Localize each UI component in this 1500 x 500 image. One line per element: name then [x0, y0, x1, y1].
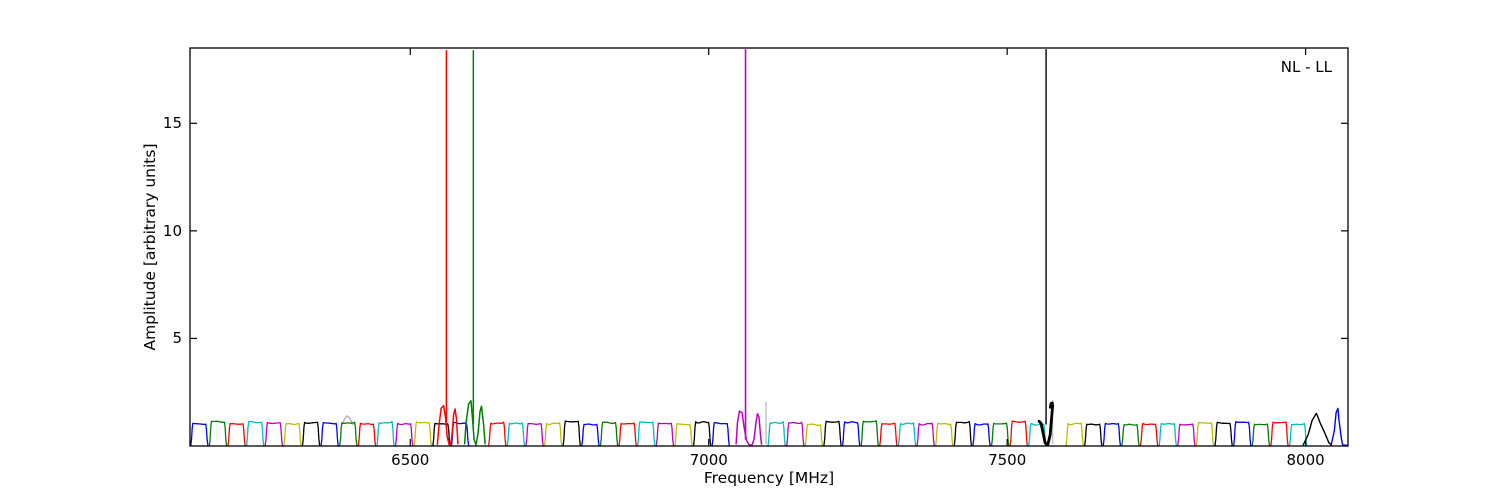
y-tick-label: 5 [172, 329, 182, 348]
spike-base-ringing [735, 410, 763, 446]
bandpass-curve [320, 422, 339, 446]
bandpass-curve [841, 421, 861, 446]
bandpass-curve [692, 421, 712, 446]
bandpass-curve [935, 422, 954, 446]
bandpass-curve [1233, 421, 1252, 446]
bandpass-curve [413, 421, 433, 446]
bandpass-curve [1158, 422, 1177, 446]
bandpass-curve [1009, 420, 1028, 446]
bandpass-curve [767, 421, 786, 446]
bandpass-curve [1121, 423, 1140, 446]
bandpass-curve [301, 421, 321, 446]
bandpass-curve [581, 423, 600, 446]
bandpass-curve [618, 422, 637, 446]
bandpass-curve [804, 423, 824, 446]
edge-peak-curve [1302, 412, 1332, 446]
bandpass-curve [1251, 423, 1271, 446]
x-tick-label: 7000 [689, 451, 728, 469]
bandpass-curve [264, 421, 284, 446]
bandpass-curve [786, 421, 805, 446]
bandpass-curve [823, 420, 842, 446]
bandpass-curve [525, 422, 544, 446]
spike-base-ringing [463, 400, 486, 446]
spike-base-ringing [1037, 401, 1054, 446]
bandpass-curve [283, 422, 302, 446]
bandpass-curve [1139, 422, 1159, 446]
bandpass-curve [1177, 423, 1196, 446]
x-axis-label: Frequency [MHz] [703, 469, 835, 487]
x-tick-label: 6500 [391, 451, 430, 469]
bandpass-curve [711, 421, 730, 446]
bandpass-curve [1288, 423, 1308, 446]
bandpass-curve [227, 422, 246, 446]
bandpass-curve [394, 422, 414, 446]
bandpass-curve [972, 422, 991, 446]
x-tick-label: 7500 [988, 451, 1027, 469]
bandpass-curve [1195, 421, 1215, 446]
bandpass-curve [1028, 422, 1047, 446]
bandpass-curve [1084, 423, 1103, 446]
bandpass-curve [339, 421, 358, 446]
bandpass-curve [245, 420, 265, 446]
y-axis-label: Amplitude [arbitrary units] [141, 143, 159, 351]
bandpass-curve [488, 421, 507, 446]
y-tick-label: 10 [162, 221, 182, 240]
bandpass-curve [637, 421, 656, 446]
bandpass-curve [1214, 421, 1233, 446]
bandpass-curve [860, 420, 879, 446]
data-region [190, 49, 1348, 446]
bandpass-curve [562, 420, 581, 446]
legend-annotation: NL - LL [1280, 58, 1332, 76]
bandpass-curve [1270, 421, 1289, 446]
edge-peak-curve [1330, 407, 1348, 446]
y-tick-label: 15 [162, 114, 182, 133]
x-tick-label: 8000 [1286, 451, 1325, 469]
bandpass-curve [543, 422, 563, 446]
gray-bump-curve [341, 415, 354, 426]
bandpass-curve [953, 420, 973, 446]
axes-frame [189, 47, 1349, 447]
bandpass-curve [190, 422, 209, 446]
bandpass-curve [879, 422, 898, 446]
bandpass-curve [1102, 422, 1122, 446]
bandpass-curve [674, 423, 693, 446]
bandpass-curve [655, 422, 675, 446]
bandpass-curve [357, 422, 377, 446]
bandpass-curve [916, 422, 935, 446]
bandpass-curve [990, 422, 1010, 446]
bandpass-curve [1065, 422, 1084, 446]
bandpass-curve [376, 420, 395, 446]
bandpass-curve [599, 421, 619, 446]
bandpass-curve [208, 420, 228, 446]
spike-base-ringing [436, 404, 459, 446]
bandpass-curve [897, 422, 917, 446]
bandpass-curve [506, 422, 526, 446]
